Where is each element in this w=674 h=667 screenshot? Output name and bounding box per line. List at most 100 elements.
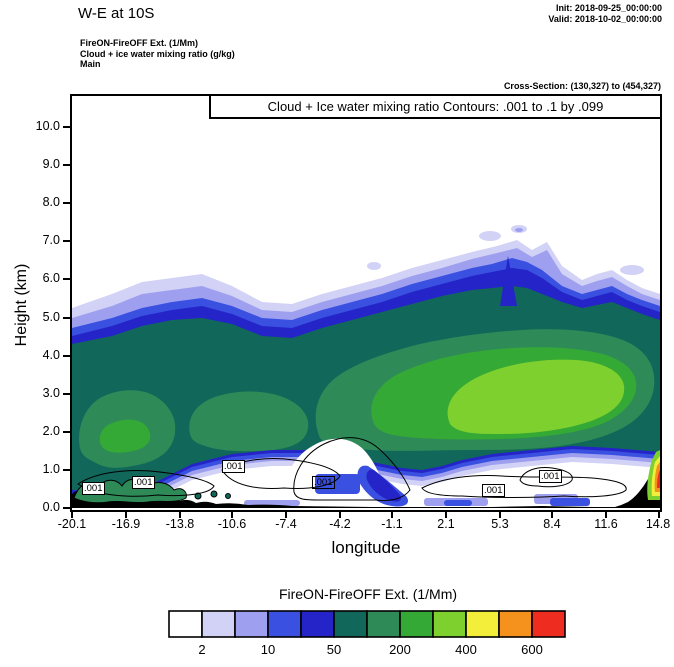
fill-speck-level1-c [367, 262, 381, 270]
cross-section-info: Cross-Section: (130,327) to (454,327) [503, 81, 661, 91]
valid-time: Valid: 2018-10-02_00:00:00 [548, 13, 662, 24]
contour-line-c [293, 437, 411, 501]
x-tick [71, 512, 73, 518]
y-tick [63, 202, 70, 204]
contour-label: .001 [222, 460, 245, 473]
colorbar-cell [432, 610, 467, 638]
contour-label: .001 [539, 470, 562, 483]
x-tick [551, 512, 553, 518]
colorbar-tick-label: 200 [389, 642, 411, 657]
figure-title: W-E at 10S [78, 5, 155, 22]
x-tick [285, 512, 287, 518]
field-description: FireON-FireOFF Ext. (1/Mm) Cloud + ice w… [80, 38, 235, 70]
x-tick [125, 512, 127, 518]
colorbar-cell [531, 610, 566, 638]
x-tick-label: -16.9 [111, 517, 141, 531]
fill-surface-patch-b [244, 500, 300, 506]
x-tick-label: -13.8 [165, 517, 195, 531]
colorbar-cell [234, 610, 269, 638]
y-tick [63, 355, 70, 357]
x-tick-label: 8.4 [543, 517, 561, 531]
init-time: Init: 2018-09-25_00:00:00 [555, 3, 662, 13]
field-line-2: Cloud + ice water mixing ratio (g/kg) [80, 48, 235, 59]
colorbar-cell [498, 610, 533, 638]
contour-line-b [221, 457, 341, 489]
colorbar-tick-label: 50 [326, 642, 342, 657]
contour-label: .001 [482, 484, 505, 497]
colorbar-cell [201, 610, 236, 638]
colorbar-cell [333, 610, 368, 638]
y-tick [63, 431, 70, 433]
x-tick-label: 14.8 [645, 517, 671, 531]
y-tick-label: 5.0 [42, 310, 60, 324]
x-tick [339, 512, 341, 518]
y-tick-label: 4.0 [42, 348, 60, 362]
y-tick-label: 0.0 [42, 500, 60, 514]
fill-speck-level1-a [479, 231, 501, 241]
y-tick [63, 240, 70, 242]
colorbar-tick-label: 600 [521, 642, 543, 657]
x-tick-label: -1.1 [381, 517, 403, 531]
contour-label: .001 [82, 482, 105, 495]
y-tick [63, 393, 70, 395]
x-axis-title: longitude [331, 538, 401, 557]
fill-sliver-level11 [657, 470, 660, 488]
y-tick [63, 278, 70, 280]
y-tick [63, 164, 70, 166]
terrain-dot-c [225, 493, 231, 499]
colorbar-title: FireON-FireOFF Ext. (1/Mm) [278, 586, 458, 602]
fill-surface-patch-c [315, 474, 360, 494]
y-tick-label: 1.0 [42, 462, 60, 476]
y-tick [63, 126, 70, 128]
plot-inner-title: Cloud + Ice water mixing ratio Contours:… [209, 96, 660, 119]
contour-line-d [421, 475, 627, 498]
fill-speck-level2-a [515, 228, 523, 232]
contour-line-e [519, 467, 573, 488]
x-tick-label: -20.1 [57, 517, 87, 531]
colorbar-tick-label: 400 [455, 642, 477, 657]
colorbar-cell [465, 610, 500, 638]
fill-speck-level1-d [620, 265, 644, 275]
y-tick-label: 10.0 [35, 119, 60, 133]
y-tick [63, 469, 70, 471]
fill-spike-level4 [500, 256, 517, 306]
colorbar-tick-label: 2 [198, 642, 206, 657]
y-tick-label: 6.0 [42, 271, 60, 285]
x-tick-label: -10.6 [217, 517, 247, 531]
x-tick [499, 512, 501, 518]
field-line-1: FireON-FireOFF Ext. (1/Mm) [80, 38, 199, 48]
terrain-dot-a [194, 492, 202, 500]
cross-section-field [72, 225, 660, 508]
y-tick-label: 7.0 [42, 233, 60, 247]
contour-label: .001 [132, 476, 155, 489]
colorbar-cell [168, 610, 203, 638]
x-tick [445, 512, 447, 518]
fill-blob-level7-left [99, 419, 151, 453]
fill-surface-patch-e [444, 500, 472, 506]
x-tick [605, 512, 607, 518]
x-tick-label: -7.4 [275, 517, 297, 531]
colorbar [168, 610, 566, 638]
y-tick-label: 9.0 [42, 157, 60, 171]
y-tick [63, 507, 70, 509]
colorbar-cell [300, 610, 335, 638]
x-tick-label: -4.2 [329, 517, 351, 531]
terrain-dot-b [210, 490, 218, 498]
plot-frame: Cloud + Ice water mixing ratio Contours:… [70, 94, 662, 512]
y-axis-title: Height (km) [13, 263, 30, 347]
contour-line-a [77, 470, 215, 497]
fill-blob-level6-mid [189, 391, 309, 452]
x-tick [391, 512, 393, 518]
fill-surface-patch-g [550, 498, 590, 506]
colorbar-cell [366, 610, 401, 638]
run-times: Init: 2018-09-25_00:00:00 Valid: 2018-10… [548, 3, 662, 24]
colorbar-cell [267, 610, 302, 638]
x-tick-label: 11.6 [594, 517, 618, 531]
contour-label: .001 [312, 476, 335, 489]
colorbar-cell [399, 610, 434, 638]
x-tick-label: 2.1 [437, 517, 455, 531]
fill-blob-level8-core [447, 359, 625, 434]
y-tick [63, 317, 70, 319]
x-tick-label: 5.3 [491, 517, 509, 531]
